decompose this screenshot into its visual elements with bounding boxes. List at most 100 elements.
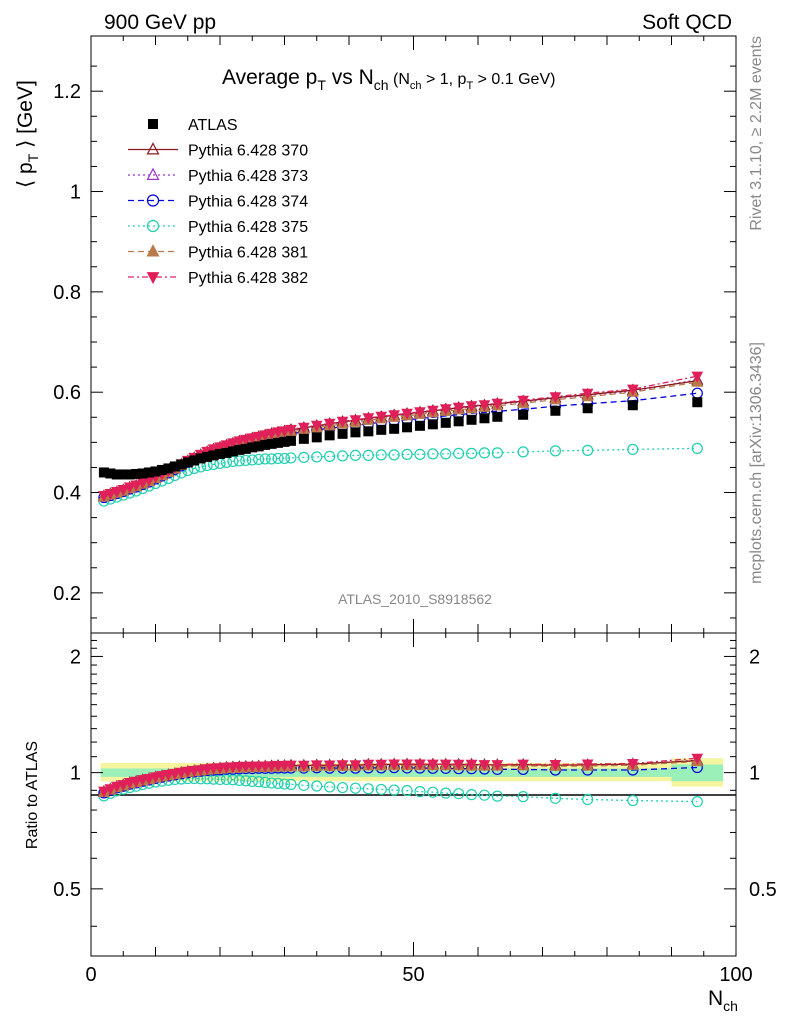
ratio-point xyxy=(285,778,297,790)
data-point xyxy=(272,427,284,439)
ratio-point xyxy=(143,773,155,786)
data-point xyxy=(453,416,464,427)
ratio-point xyxy=(136,775,149,787)
main-y-tick-label: 0.6 xyxy=(53,382,81,404)
data-point xyxy=(581,388,594,400)
ratio-point xyxy=(130,776,142,788)
data-point xyxy=(298,451,310,464)
x-tick-label: 100 xyxy=(719,964,752,986)
data-point xyxy=(259,453,271,465)
data-point xyxy=(452,402,465,414)
data-point xyxy=(117,485,130,497)
data-point xyxy=(349,449,362,462)
ratio-point xyxy=(549,792,562,804)
data-point xyxy=(582,444,594,456)
data-point xyxy=(549,392,562,404)
ratio-point xyxy=(427,786,439,798)
ratio-y-tick-label-right: 2 xyxy=(749,646,760,668)
legend-marker xyxy=(148,119,158,129)
legend-marker xyxy=(146,244,160,257)
data-point xyxy=(336,450,349,462)
ratio-point xyxy=(362,759,375,771)
data-point xyxy=(691,371,704,383)
data-point xyxy=(278,426,291,438)
series-line xyxy=(103,375,698,497)
data-point xyxy=(104,489,117,501)
data-point xyxy=(362,413,375,425)
data-point xyxy=(691,442,703,454)
ratio-y-tick-label-right: 0.5 xyxy=(749,879,777,901)
data-point xyxy=(227,438,239,450)
data-point xyxy=(440,448,452,460)
data-point xyxy=(240,443,251,454)
ratio-point xyxy=(478,760,491,772)
ratio-point xyxy=(156,771,168,783)
data-point xyxy=(337,428,348,439)
legend-entry: Pythia 6.428 381 xyxy=(128,244,308,262)
x-axis-label: Nch xyxy=(708,987,738,1014)
ratio-point xyxy=(336,781,349,794)
data-point xyxy=(130,480,142,492)
data-point xyxy=(440,417,451,428)
ratio-line xyxy=(103,777,698,803)
data-point xyxy=(110,487,123,499)
ratio-point xyxy=(362,783,374,795)
series-0 xyxy=(98,397,703,480)
main-title: Average pT vs Nch (Nch > 1, pT > 0.1 GeV… xyxy=(222,66,555,93)
data-point xyxy=(362,449,374,462)
ratio-point xyxy=(285,760,297,772)
side-note-top: Rivet 3.1.10, ≥ 2.2M events xyxy=(748,36,765,231)
data-point xyxy=(453,447,465,459)
main-y-tick-label: 1 xyxy=(70,182,81,204)
ratio-point xyxy=(310,760,323,772)
ratio-y-tick-label-left: 0.5 xyxy=(53,879,81,901)
data-point xyxy=(189,455,200,466)
data-point xyxy=(260,439,271,450)
series-3 xyxy=(98,387,703,504)
data-point xyxy=(227,455,239,468)
ratio-point xyxy=(175,767,188,779)
data-point xyxy=(195,453,206,464)
ratio-point xyxy=(401,759,413,771)
main-series-group xyxy=(97,371,704,507)
legend-label: Pythia 6.428 374 xyxy=(188,194,308,211)
data-point xyxy=(492,411,503,422)
data-point xyxy=(401,408,413,420)
ratio-point xyxy=(691,753,704,765)
data-point xyxy=(491,447,503,459)
data-point xyxy=(233,436,246,448)
ratio-point xyxy=(439,759,452,771)
data-point xyxy=(202,451,213,462)
data-point xyxy=(131,468,142,479)
data-point xyxy=(311,432,322,443)
ratio-point xyxy=(582,793,594,806)
analysis-label: ATLAS_2010_S8918562 xyxy=(338,591,492,607)
main-y-tick-labels: 0.2 0.4 0.6 0.8 1 1.2 xyxy=(53,81,81,605)
ratio-point xyxy=(246,775,258,788)
ratio-point xyxy=(453,788,465,800)
data-point xyxy=(98,467,109,478)
series-line xyxy=(103,392,698,499)
ratio-point xyxy=(427,759,439,771)
ratio-point xyxy=(240,775,252,787)
header-left-label: 900 GeV pp xyxy=(104,11,216,34)
data-point xyxy=(324,430,335,441)
data-point xyxy=(163,463,174,474)
data-point xyxy=(298,433,309,444)
header-right-label: Soft QCD xyxy=(642,11,732,34)
data-point xyxy=(156,464,167,475)
x-tick-label: 50 xyxy=(402,964,424,986)
data-point xyxy=(517,395,529,407)
ratio-point xyxy=(117,780,130,792)
ratio-point xyxy=(349,782,362,794)
data-point xyxy=(144,467,155,478)
data-point xyxy=(549,445,562,457)
data-point xyxy=(247,442,258,453)
data-point xyxy=(182,457,193,468)
ratio-point xyxy=(298,760,310,772)
ratio-point xyxy=(349,760,362,772)
data-point xyxy=(466,414,477,425)
data-point xyxy=(427,448,439,460)
data-point xyxy=(239,434,252,446)
data-point xyxy=(176,459,187,470)
